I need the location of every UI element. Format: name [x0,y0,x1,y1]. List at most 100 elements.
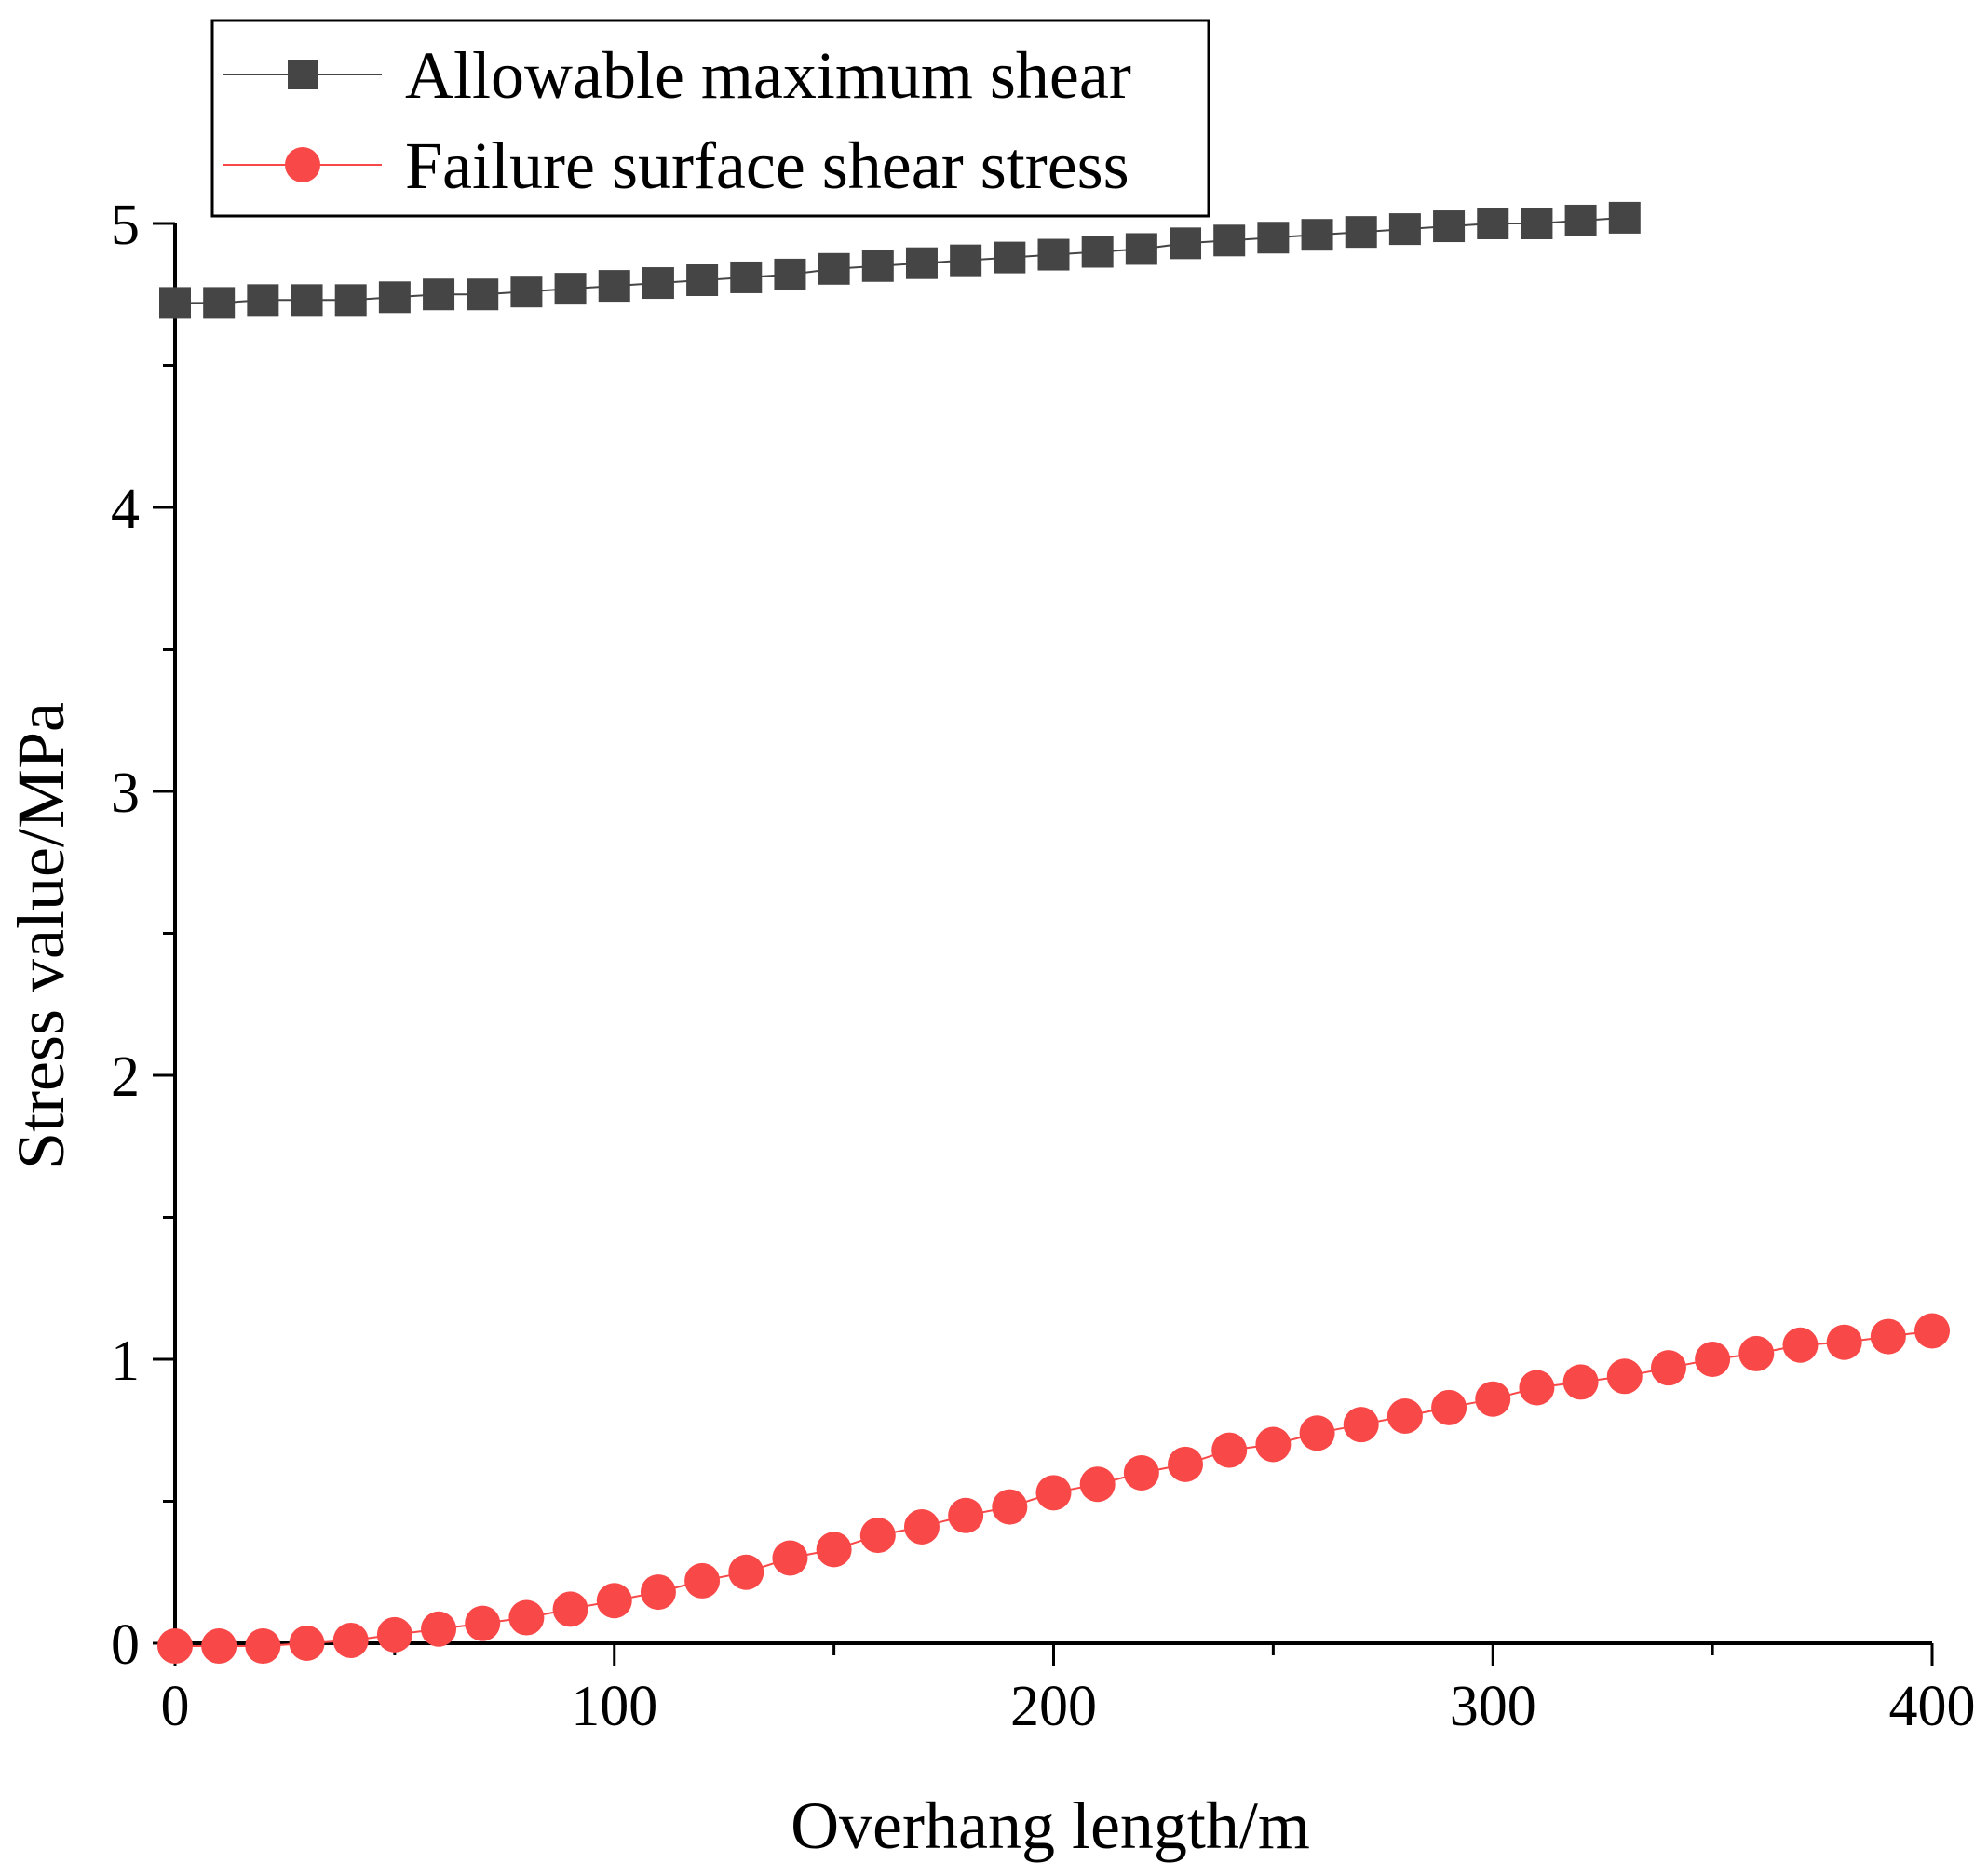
data-point-circle [1914,1313,1950,1349]
data-point-square [1345,216,1377,249]
y-tick-label: 5 [111,194,140,257]
legend-entry-failure: Failure surface shear stress [223,128,1129,203]
data-point-circle [816,1532,852,1568]
data-point-square [818,252,850,285]
data-point-square [1301,219,1333,251]
data-point-circle [772,1540,808,1576]
data-point-circle [552,1591,588,1627]
data-point-circle [1431,1389,1467,1425]
data-point-square [1213,224,1246,257]
data-point-circle [859,1518,896,1554]
data-point-circle [640,1574,676,1611]
data-point-circle [1782,1327,1819,1363]
data-point-square [950,244,982,277]
legend: Allowable maximum shear Failure surface … [210,19,1210,218]
legend-entry-allowable: Allowable maximum shear [223,38,1131,113]
data-point-circle [508,1599,545,1636]
y-tick-label: 0 [111,1613,140,1677]
data-point-square [378,281,411,314]
data-point-square [1388,213,1421,246]
data-point-square [730,261,763,293]
x-tick-label: 200 [1010,1675,1097,1738]
data-point-square [1170,227,1202,260]
y-tick-label: 2 [111,1046,140,1109]
data-point-circle [1386,1398,1423,1434]
data-point-square [1037,238,1070,271]
data-point-circle [992,1489,1028,1525]
legend-label-allowable: Allowable maximum shear [405,38,1131,113]
data-point-circle [245,1628,281,1665]
data-point-square [1608,201,1641,234]
data-point-circle [1343,1407,1379,1443]
data-point-circle [201,1628,237,1665]
data-point-circle [1299,1415,1335,1451]
data-point-square [994,241,1026,274]
series-failure-surface-shear-stress [157,1313,1950,1665]
data-point-circle [1079,1466,1116,1503]
y-tick-label: 4 [111,478,140,541]
x-tick-label: 300 [1450,1675,1536,1738]
data-point-circle [421,1611,457,1647]
y-axis-title: Stress value/MPa [4,702,78,1169]
data-point-square [1521,208,1553,239]
data-point-circle [1606,1358,1643,1395]
data-point-circle [157,1628,193,1665]
data-point-square [686,264,719,296]
data-point-square [598,270,630,303]
data-point-square [291,284,323,317]
data-point-circle [1562,1364,1599,1400]
legend-box [210,19,1210,218]
data-point-circle [332,1622,369,1658]
data-point-circle [1475,1381,1511,1417]
data-point-circle [1168,1446,1204,1482]
data-point-circle [1255,1426,1292,1463]
data-point-square [642,267,674,300]
x-tick-label: 100 [571,1675,657,1738]
data-point-square [861,250,894,282]
data-point-circle [1123,1455,1159,1491]
legend-marker-square [288,60,318,89]
data-point-circle [1826,1324,1862,1360]
data-point-circle [596,1583,632,1619]
series-line [175,216,1625,304]
data-point-square [467,278,499,311]
data-point-circle [1695,1342,1731,1377]
data-point-circle [1870,1318,1906,1355]
y-tick-label: 1 [111,1329,140,1393]
x-tick-label: 0 [161,1675,190,1738]
data-point-circle [684,1562,721,1599]
data-point-circle [376,1616,412,1653]
data-point-circle [1650,1350,1686,1386]
data-point-square [905,247,938,279]
data-point-square [247,284,279,317]
data-point-circle [728,1554,764,1590]
data-point-square [159,287,191,319]
data-point-circle [1519,1370,1555,1406]
data-point-square [1564,204,1597,236]
x-axis-title: Overhang length/m [791,1788,1310,1863]
data-point-circle [903,1508,940,1545]
data-point-circle [289,1626,325,1661]
x-tick-label: 400 [1889,1675,1976,1738]
data-point-square [774,258,806,290]
data-point-square [1081,236,1114,268]
data-point-square [1257,222,1290,254]
data-point-circle [948,1497,984,1533]
axes: 0 100 200 300 400 0 1 2 3 4 5 [111,194,1976,1738]
data-point-square [423,278,455,311]
legend-label-failure: Failure surface shear stress [405,128,1129,203]
data-point-square [334,284,367,317]
data-point-square [1477,208,1509,239]
legend-marker-circle [285,147,320,182]
series-layer [157,201,1950,1665]
data-point-square [510,276,543,308]
data-point-circle [1035,1475,1072,1511]
data-point-square [1433,210,1466,243]
data-point-circle [1738,1335,1775,1371]
y-tick-label: 3 [111,762,140,825]
data-point-circle [1211,1432,1248,1468]
data-point-square [554,273,587,305]
data-point-circle [465,1605,501,1641]
